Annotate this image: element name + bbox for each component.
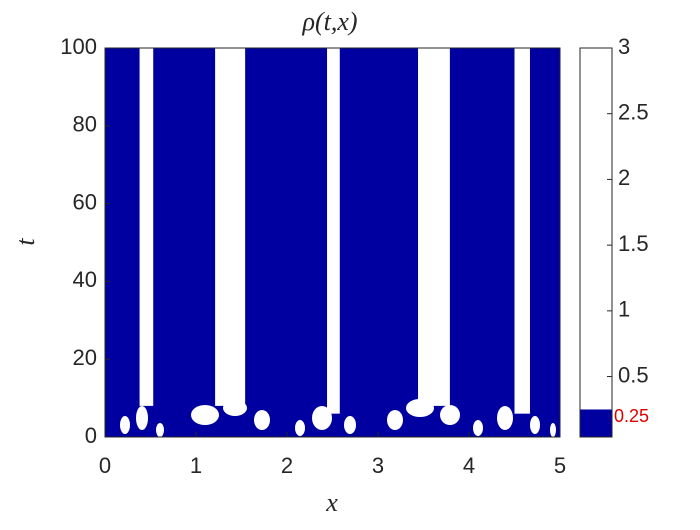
colorbar-high <box>580 48 612 410</box>
initial-blob <box>406 399 434 417</box>
initial-blob <box>120 416 130 434</box>
y-tick-label: 100 <box>60 34 97 59</box>
high-density-band <box>139 48 154 406</box>
x-tick-label: 5 <box>554 453 566 478</box>
x-tick-label: 4 <box>463 453 475 478</box>
colorbar-tick-label: 2.5 <box>618 100 649 125</box>
initial-blob <box>156 423 164 437</box>
initial-blob <box>191 405 219 425</box>
colorbar-tick-label: 1 <box>618 297 630 322</box>
y-tick-label: 40 <box>73 267 97 292</box>
colorbar-tick-label: 3 <box>618 34 630 59</box>
high-density-band <box>514 48 530 414</box>
x-tick-label: 2 <box>281 453 293 478</box>
chart-title: ρ(t,x) <box>301 7 357 36</box>
initial-blob <box>254 410 270 430</box>
initial-blob <box>530 416 540 434</box>
x-tick-label: 3 <box>372 453 384 478</box>
high-density-band <box>327 48 340 414</box>
y-tick-label: 60 <box>73 189 97 214</box>
high-density-band <box>418 48 450 406</box>
colorbar-low <box>580 409 612 437</box>
plot-frame <box>104 47 561 438</box>
x-axis-label: x <box>325 488 338 517</box>
initial-blob <box>312 406 332 430</box>
initial-blob <box>387 410 403 430</box>
y-tick-label: 0 <box>85 423 97 448</box>
y-tick-label: 80 <box>73 112 97 137</box>
colorbar-frame <box>579 47 613 438</box>
x-tick-label: 0 <box>99 453 111 478</box>
colorbar-tick-label: 1.5 <box>618 231 649 256</box>
y-tick-label: 20 <box>73 345 97 370</box>
initial-blob <box>344 416 356 434</box>
high-density-band <box>215 48 246 406</box>
colorbar-tick-label: 0.5 <box>618 362 649 387</box>
initial-blob <box>295 420 305 436</box>
initial-blob <box>497 406 513 430</box>
colorbar-threshold-label: 0.25 <box>614 406 649 426</box>
initial-blob <box>223 400 247 416</box>
initial-blob <box>550 423 556 437</box>
initial-blob <box>473 420 483 436</box>
colorbar-tick-label: 2 <box>618 165 630 190</box>
x-tick-label: 1 <box>190 453 202 478</box>
y-axis-label: t <box>11 238 40 246</box>
initial-blob <box>136 406 148 430</box>
initial-blob <box>440 405 460 425</box>
